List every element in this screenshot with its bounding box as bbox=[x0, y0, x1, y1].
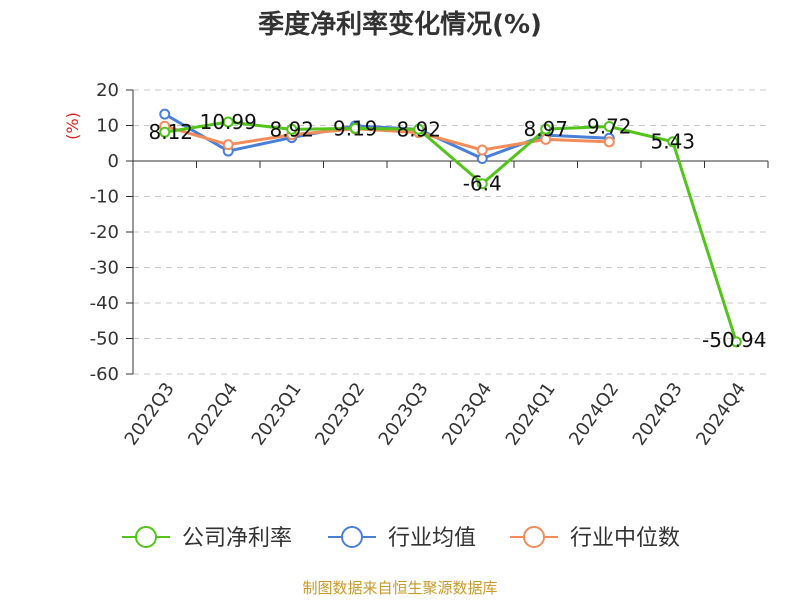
data-label: 8.92 bbox=[396, 117, 441, 141]
data-point bbox=[286, 123, 298, 135]
data-point bbox=[159, 108, 171, 120]
y-tick-label: 10 bbox=[96, 116, 119, 137]
legend-entry: 行业均值 bbox=[388, 526, 476, 551]
x-tick-label: 2023Q3 bbox=[375, 379, 433, 450]
data-label: 5.43 bbox=[650, 130, 695, 154]
data-point bbox=[222, 116, 234, 128]
x-tick-label: 2022Q4 bbox=[184, 379, 242, 450]
axes bbox=[126, 89, 769, 375]
x-tick-labels: 2022Q3 2022Q4 2023Q1 2023Q2 2023Q3 2023Q4 2024… bbox=[121, 379, 751, 450]
chart-title: 季度净利率变化情况(%) bbox=[258, 9, 542, 40]
grid-lines bbox=[133, 89, 768, 375]
legend-entry: 公司净利率 bbox=[182, 526, 292, 551]
x-tick-label: 2024Q3 bbox=[629, 379, 687, 450]
y-tick-label: -10 bbox=[90, 187, 119, 208]
x-tick-label: 2023Q4 bbox=[438, 379, 496, 450]
series-lines bbox=[159, 108, 742, 348]
x-tick-label: 2022Q3 bbox=[121, 379, 179, 450]
data-label: -50.94 bbox=[702, 328, 766, 352]
y-tick-label: 20 bbox=[96, 80, 119, 101]
data-point bbox=[413, 123, 425, 135]
x-tick-label: 2023Q2 bbox=[311, 379, 369, 450]
data-point bbox=[349, 122, 361, 134]
y-axis-label: (%) bbox=[63, 112, 82, 140]
data-label: 8.92 bbox=[269, 117, 314, 141]
legend-entry: 行业中位数 bbox=[570, 526, 680, 551]
legend-marker bbox=[135, 526, 157, 548]
y-tick-label: 0 bbox=[108, 151, 119, 172]
y-tick-label: -40 bbox=[90, 293, 119, 314]
data-label: 10.99 bbox=[200, 110, 257, 134]
legend-marker bbox=[523, 526, 545, 548]
data-point bbox=[730, 336, 742, 348]
y-tick-label: -50 bbox=[90, 329, 119, 350]
source-note: 制图数据来自恒生聚源数据库 bbox=[302, 579, 497, 597]
x-tick-label: 2024Q4 bbox=[692, 379, 750, 450]
data-label: 9.19 bbox=[333, 116, 378, 140]
y-tick-label: -60 bbox=[90, 364, 119, 385]
data-point bbox=[476, 178, 488, 190]
data-point bbox=[476, 144, 488, 156]
y-tick-labels: 20 10 0 -10 -20 -30 -40 -50 -60 bbox=[90, 80, 119, 385]
data-labels: 8.12 10.99 8.92 9.19 8.92 -6.4 8.97 9.72 5.43 -50… bbox=[148, 110, 766, 352]
series-line bbox=[164, 124, 610, 152]
x-tick-label: 2024Q2 bbox=[565, 379, 623, 450]
data-label: 9.72 bbox=[587, 114, 632, 138]
data-point bbox=[540, 133, 552, 145]
data-label: 8.12 bbox=[148, 120, 193, 144]
data-point bbox=[159, 126, 171, 138]
data-point bbox=[603, 136, 615, 148]
legend-marker bbox=[341, 526, 363, 548]
y-tick-label: -30 bbox=[90, 258, 119, 279]
data-point bbox=[222, 139, 234, 151]
data-point bbox=[540, 123, 552, 135]
data-label: 8.97 bbox=[523, 117, 568, 141]
data-point bbox=[667, 136, 679, 148]
x-tick-label: 2024Q1 bbox=[502, 379, 560, 450]
x-tick-label: 2023Q1 bbox=[248, 379, 306, 450]
series-line bbox=[164, 120, 738, 343]
legend: 公司净利率 行业均值 行业中位数 bbox=[122, 526, 680, 551]
data-label: -6.4 bbox=[463, 172, 502, 196]
data-point bbox=[603, 120, 615, 132]
y-tick-label: -20 bbox=[90, 222, 119, 243]
